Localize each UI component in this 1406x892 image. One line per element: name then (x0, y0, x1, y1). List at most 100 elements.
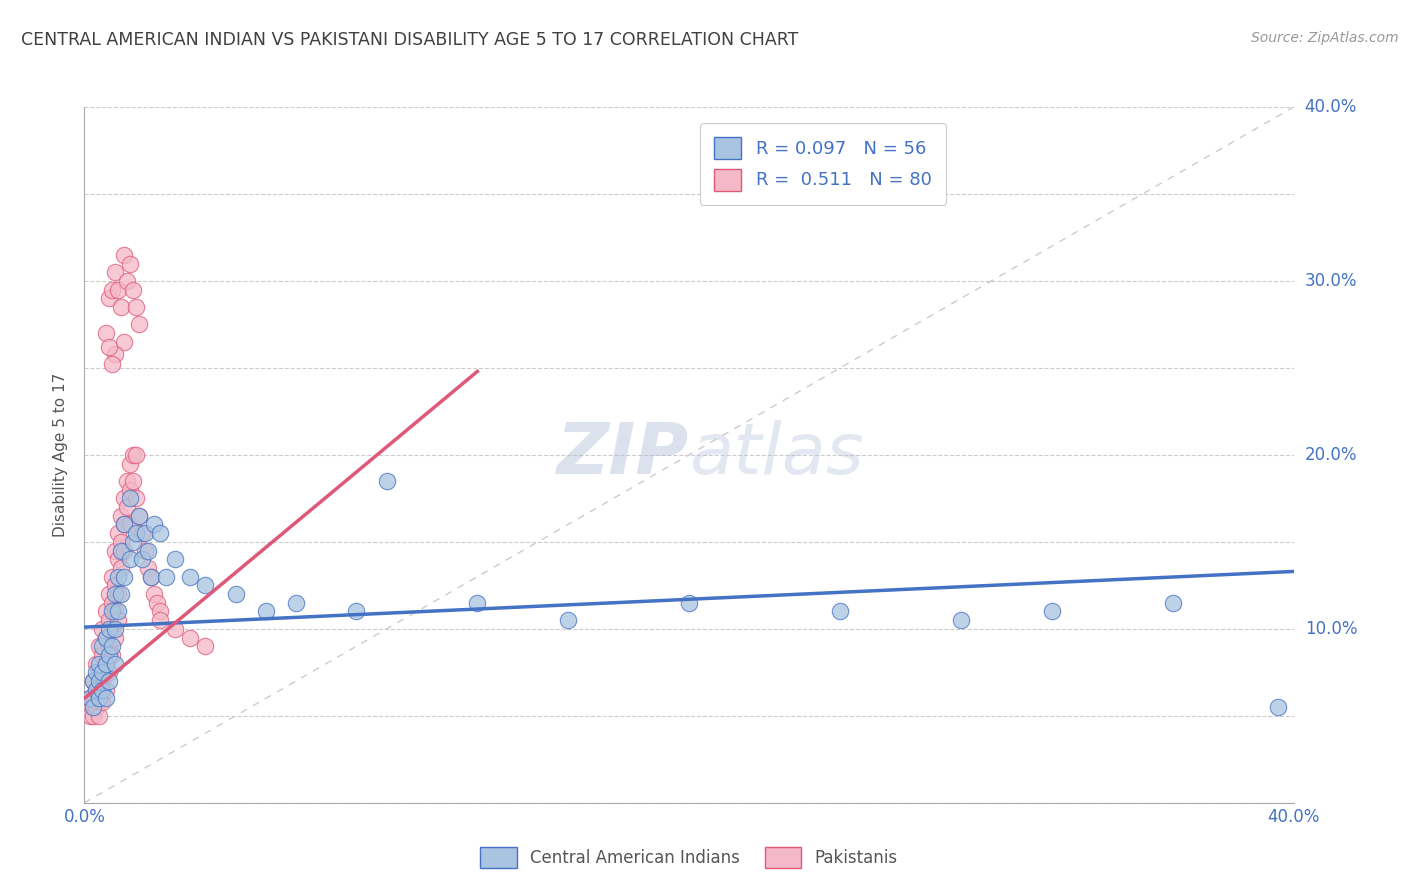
Point (128, 508, 150, 523)
Point (179, 631, 201, 645)
Point (79, 691, 101, 706)
Point (118, 256, 141, 270)
Point (139, 570, 162, 584)
Point (149, 605, 172, 619)
Legend: Central American Indians, Pakistanis: Central American Indians, Pakistanis (474, 841, 904, 874)
Point (194, 639, 217, 653)
Point (110, 534, 132, 549)
Point (89, 691, 111, 706)
Point (149, 613, 172, 627)
Point (110, 587, 132, 601)
Point (139, 570, 162, 584)
Point (97, 340, 120, 354)
Point (89, 674, 111, 689)
Point (76, 700, 98, 714)
Text: ZIP: ZIP (557, 420, 689, 490)
Point (1267, 700, 1289, 714)
Point (125, 491, 148, 506)
Point (112, 248, 135, 262)
Point (194, 578, 217, 592)
Point (91, 639, 114, 653)
Point (94, 326, 117, 340)
Point (112, 491, 135, 506)
Point (131, 552, 153, 566)
Point (112, 543, 135, 558)
Point (284, 596, 308, 610)
Point (110, 561, 132, 575)
Point (146, 596, 169, 610)
Point (107, 605, 129, 619)
Point (91, 665, 114, 680)
Point (110, 508, 132, 523)
Point (112, 517, 135, 532)
Point (89, 665, 111, 680)
Point (125, 448, 148, 462)
Point (97, 648, 120, 662)
Point (136, 543, 159, 558)
Point (97, 665, 120, 680)
Point (100, 358, 122, 372)
Point (115, 500, 138, 514)
Point (89, 639, 111, 653)
Point (104, 622, 127, 636)
Point (118, 483, 141, 497)
Point (104, 587, 127, 601)
Point (110, 300, 132, 314)
Point (82, 674, 104, 689)
Point (163, 622, 186, 636)
Point (91, 682, 114, 697)
Text: 20.0%: 20.0% (1305, 446, 1357, 464)
Point (86, 682, 108, 697)
Point (118, 491, 141, 506)
Point (89, 657, 111, 671)
Point (128, 318, 150, 332)
Point (104, 578, 127, 592)
Point (94, 631, 117, 645)
Point (82, 708, 104, 723)
Point (86, 700, 108, 714)
Point (79, 691, 101, 706)
Point (100, 596, 122, 610)
Point (225, 587, 247, 601)
Point (136, 561, 159, 575)
Text: 10.0%: 10.0% (1305, 620, 1357, 638)
Point (100, 639, 122, 653)
Point (950, 613, 973, 627)
Point (91, 695, 114, 709)
Point (128, 508, 150, 523)
Point (97, 622, 120, 636)
Point (107, 613, 129, 627)
Point (375, 474, 398, 488)
Point (142, 587, 165, 601)
Point (104, 347, 127, 361)
Point (97, 587, 120, 601)
Point (115, 274, 138, 288)
Point (112, 517, 135, 532)
Point (100, 622, 122, 636)
Point (254, 605, 277, 619)
Point (1040, 605, 1063, 619)
Point (100, 283, 122, 297)
Point (131, 526, 153, 541)
Point (107, 570, 129, 584)
Point (82, 691, 104, 706)
Point (94, 682, 117, 697)
Point (110, 543, 132, 558)
Point (121, 474, 143, 488)
Point (107, 283, 129, 297)
Point (121, 534, 143, 549)
Point (179, 570, 201, 584)
Point (118, 457, 141, 471)
Point (155, 570, 177, 584)
Point (94, 631, 117, 645)
Point (115, 474, 138, 488)
Point (79, 708, 101, 723)
Point (94, 605, 117, 619)
Point (100, 605, 122, 619)
Text: Source: ZipAtlas.com: Source: ZipAtlas.com (1251, 31, 1399, 45)
Point (163, 552, 186, 566)
Point (104, 265, 127, 279)
Point (142, 517, 165, 532)
Point (107, 587, 129, 601)
Point (134, 543, 156, 558)
